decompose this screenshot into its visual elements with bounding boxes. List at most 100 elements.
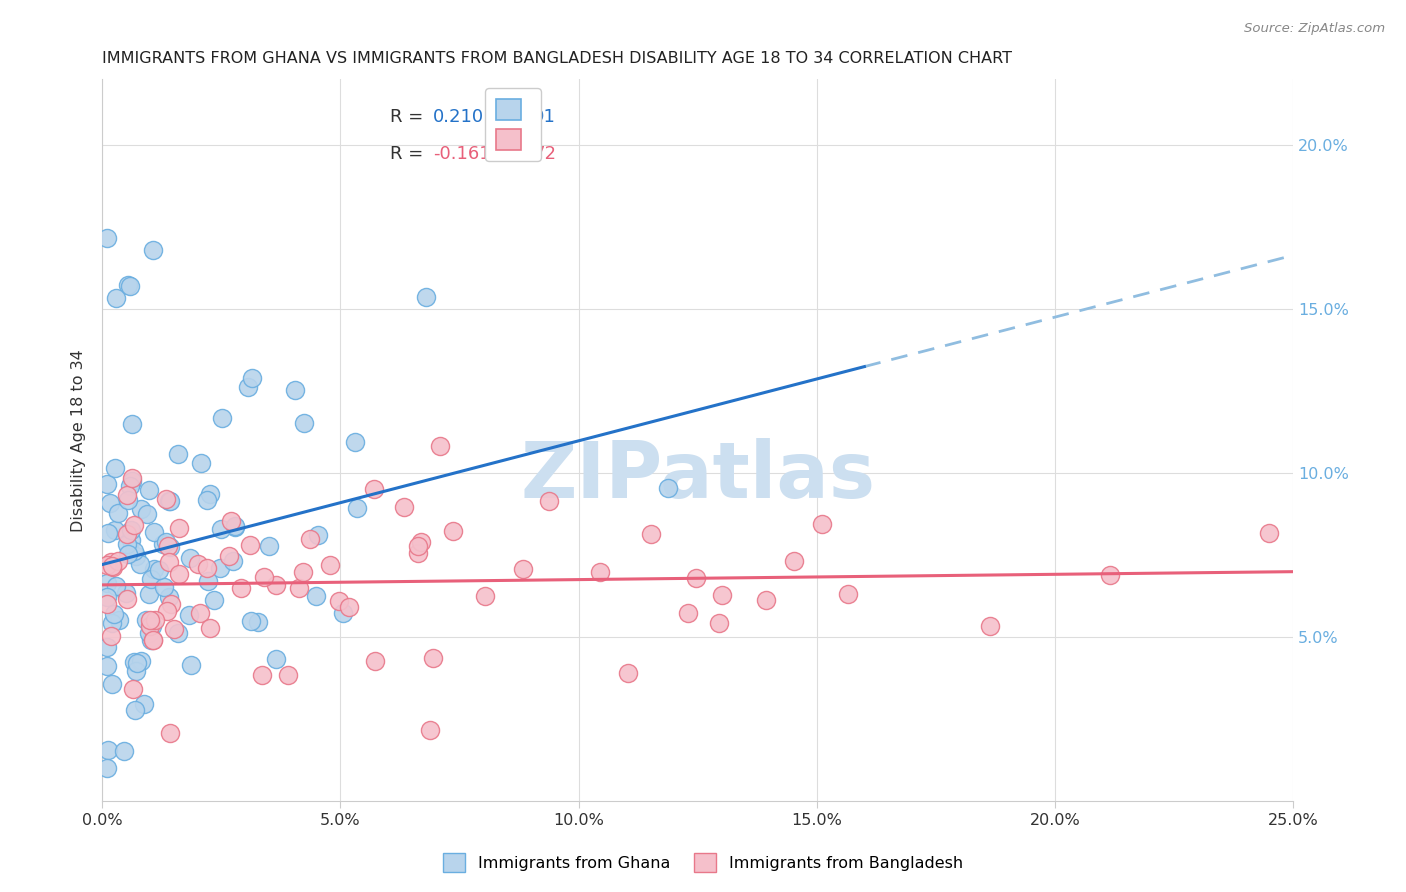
Point — [284, 383, 307, 397]
Text: ZIPatlas: ZIPatlas — [520, 438, 875, 515]
Point — [224, 519, 246, 533]
Point — [190, 607, 212, 621]
Point — [148, 563, 170, 577]
Point — [103, 607, 125, 621]
Point — [617, 666, 640, 681]
Point — [783, 553, 806, 567]
Point — [101, 559, 124, 574]
Point — [143, 613, 166, 627]
Text: N =: N = — [501, 145, 541, 162]
Point — [107, 506, 129, 520]
Point — [117, 493, 139, 508]
Point — [305, 589, 328, 603]
Point — [180, 658, 202, 673]
Point — [104, 460, 127, 475]
Point — [143, 524, 166, 539]
Point — [115, 591, 138, 606]
Point — [157, 539, 180, 553]
Point — [114, 585, 136, 599]
Point — [122, 518, 145, 533]
Point — [239, 538, 262, 552]
Point — [198, 621, 221, 635]
Text: N =: N = — [501, 108, 541, 126]
Point — [224, 520, 246, 534]
Point — [512, 562, 534, 576]
Point — [100, 556, 122, 570]
Point — [104, 523, 127, 537]
Point — [139, 613, 162, 627]
Point — [429, 439, 451, 453]
Legend: Immigrants from Ghana, Immigrants from Bangladesh: Immigrants from Ghana, Immigrants from B… — [434, 845, 972, 880]
Point — [96, 659, 118, 673]
Point — [120, 523, 142, 537]
Point — [98, 496, 121, 510]
Text: Source: ZipAtlas.com: Source: ZipAtlas.com — [1244, 22, 1385, 36]
Point — [157, 590, 180, 604]
Point — [152, 536, 174, 550]
Point — [277, 667, 299, 681]
Point — [121, 475, 143, 489]
Point — [159, 540, 181, 554]
Point — [125, 549, 148, 563]
Point — [406, 546, 429, 560]
Point — [246, 615, 269, 629]
Point — [218, 549, 240, 563]
Point — [187, 557, 209, 571]
Point — [288, 581, 311, 595]
Point — [138, 626, 160, 640]
Point — [121, 471, 143, 485]
Point — [167, 447, 190, 461]
Text: IMMIGRANTS FROM GHANA VS IMMIGRANTS FROM BANGLADESH DISABILITY AGE 18 TO 34 CORR: IMMIGRANTS FROM GHANA VS IMMIGRANTS FROM… — [103, 51, 1012, 66]
Point — [125, 664, 148, 678]
Point — [197, 574, 219, 588]
Point — [685, 571, 707, 585]
Point — [117, 277, 139, 292]
Point — [236, 380, 259, 394]
Point — [117, 537, 139, 551]
Point — [979, 618, 1001, 632]
Point — [142, 244, 165, 258]
Point — [122, 682, 145, 697]
Point — [157, 555, 180, 569]
Point — [319, 558, 342, 572]
Point — [411, 534, 433, 549]
Point — [328, 594, 350, 608]
Point — [101, 560, 124, 574]
Point — [153, 580, 176, 594]
Point — [117, 547, 139, 561]
Point — [96, 558, 118, 572]
Point — [142, 632, 165, 647]
Point — [179, 607, 201, 622]
Point — [229, 581, 252, 595]
Point — [122, 655, 145, 669]
Point — [142, 562, 165, 576]
Point — [179, 551, 201, 566]
Point — [299, 532, 322, 546]
Point — [837, 587, 859, 601]
Point — [240, 371, 263, 385]
Point — [131, 654, 153, 668]
Point — [266, 577, 288, 591]
Point — [1098, 568, 1121, 582]
Point — [135, 507, 157, 521]
Point — [135, 613, 157, 627]
Point — [810, 517, 832, 532]
Point — [198, 487, 221, 501]
Point — [139, 632, 162, 647]
Point — [124, 544, 146, 558]
Point — [264, 652, 287, 666]
Point — [339, 599, 361, 614]
Point — [195, 492, 218, 507]
Point — [1258, 526, 1281, 541]
Legend: , : , — [485, 88, 541, 161]
Point — [159, 726, 181, 740]
Point — [441, 524, 464, 539]
Point — [307, 527, 329, 541]
Point — [101, 677, 124, 691]
Text: R =: R = — [391, 145, 429, 162]
Point — [96, 576, 118, 591]
Point — [138, 483, 160, 497]
Point — [419, 723, 441, 737]
Point — [96, 761, 118, 775]
Point — [211, 523, 233, 537]
